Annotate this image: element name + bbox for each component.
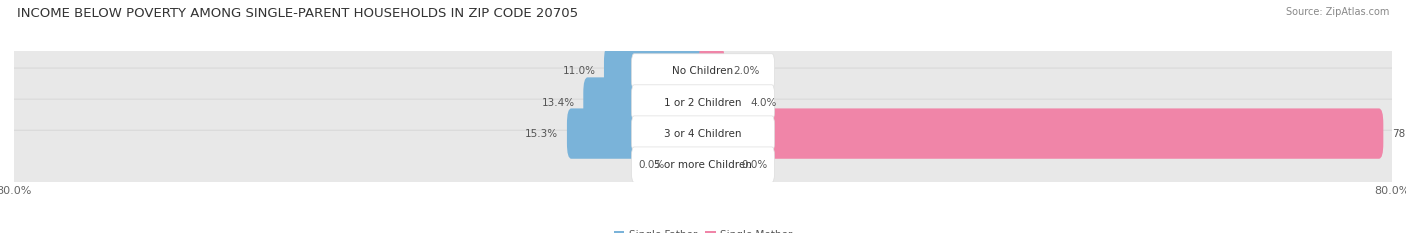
FancyBboxPatch shape — [673, 140, 707, 190]
FancyBboxPatch shape — [631, 147, 775, 182]
FancyBboxPatch shape — [699, 46, 724, 97]
Text: 1 or 2 Children: 1 or 2 Children — [664, 98, 742, 107]
Legend: Single Father, Single Mother: Single Father, Single Mother — [610, 226, 796, 233]
Text: 4.0%: 4.0% — [751, 98, 776, 107]
Text: INCOME BELOW POVERTY AMONG SINGLE-PARENT HOUSEHOLDS IN ZIP CODE 20705: INCOME BELOW POVERTY AMONG SINGLE-PARENT… — [17, 7, 578, 20]
FancyBboxPatch shape — [699, 140, 733, 190]
FancyBboxPatch shape — [7, 99, 1399, 168]
Text: 78.5%: 78.5% — [1392, 129, 1406, 139]
Text: 11.0%: 11.0% — [562, 66, 595, 76]
Text: 2.0%: 2.0% — [733, 66, 759, 76]
Text: 0.0%: 0.0% — [742, 160, 768, 170]
FancyBboxPatch shape — [583, 77, 707, 128]
Text: No Children: No Children — [672, 66, 734, 76]
Text: 3 or 4 Children: 3 or 4 Children — [664, 129, 742, 139]
FancyBboxPatch shape — [567, 108, 707, 159]
Text: 15.3%: 15.3% — [526, 129, 558, 139]
FancyBboxPatch shape — [699, 108, 1384, 159]
Text: 0.0%: 0.0% — [638, 160, 664, 170]
FancyBboxPatch shape — [7, 37, 1399, 106]
FancyBboxPatch shape — [631, 116, 775, 151]
Text: Source: ZipAtlas.com: Source: ZipAtlas.com — [1285, 7, 1389, 17]
FancyBboxPatch shape — [631, 85, 775, 120]
FancyBboxPatch shape — [7, 68, 1399, 137]
FancyBboxPatch shape — [631, 54, 775, 89]
Text: 5 or more Children: 5 or more Children — [654, 160, 752, 170]
Text: 13.4%: 13.4% — [541, 98, 575, 107]
FancyBboxPatch shape — [699, 77, 742, 128]
FancyBboxPatch shape — [605, 46, 707, 97]
FancyBboxPatch shape — [7, 130, 1399, 199]
